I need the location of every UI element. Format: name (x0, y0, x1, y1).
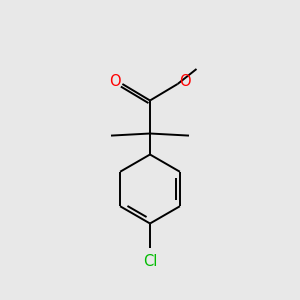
Text: Cl: Cl (143, 254, 157, 269)
Text: O: O (179, 74, 191, 88)
Text: O: O (109, 74, 121, 88)
